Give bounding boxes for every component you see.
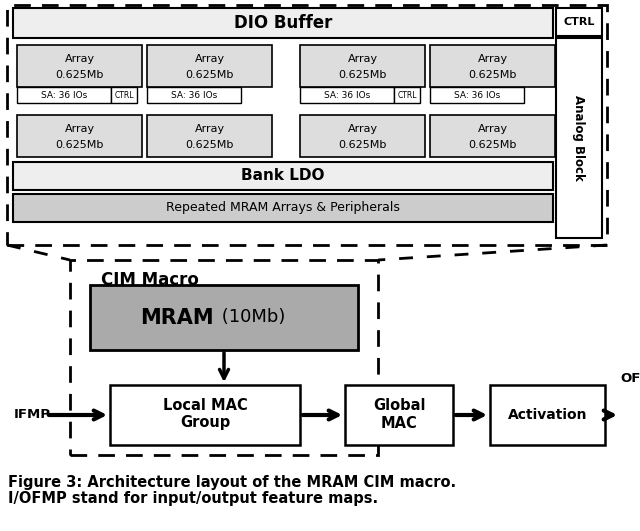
Text: Analog Block: Analog Block xyxy=(573,95,586,181)
Text: MAC: MAC xyxy=(381,415,417,431)
Bar xyxy=(430,45,555,87)
Text: Array: Array xyxy=(195,54,225,64)
Bar xyxy=(13,162,553,190)
Bar xyxy=(147,45,272,87)
Text: OFMP: OFMP xyxy=(620,372,640,384)
Text: (10Mb): (10Mb) xyxy=(216,309,285,327)
Text: 0.625Mb: 0.625Mb xyxy=(468,70,516,80)
Text: SA: 36 IOs: SA: 36 IOs xyxy=(41,90,87,99)
Text: Array: Array xyxy=(348,54,378,64)
Text: 0.625Mb: 0.625Mb xyxy=(339,140,387,150)
Bar xyxy=(17,115,142,157)
Text: SA: 36 IOs: SA: 36 IOs xyxy=(324,90,370,99)
Text: I/OFMP stand for input/output feature maps.: I/OFMP stand for input/output feature ma… xyxy=(8,491,378,506)
Text: 0.625Mb: 0.625Mb xyxy=(468,140,516,150)
Bar xyxy=(70,260,378,455)
Text: 0.625Mb: 0.625Mb xyxy=(339,70,387,80)
Bar xyxy=(345,385,453,445)
Text: Figure 3: Architecture layout of the MRAM CIM macro.: Figure 3: Architecture layout of the MRA… xyxy=(8,475,456,490)
Text: 0.625Mb: 0.625Mb xyxy=(55,70,104,80)
Text: SA: 36 IOs: SA: 36 IOs xyxy=(171,90,217,99)
Text: IFMP: IFMP xyxy=(14,408,51,422)
Bar xyxy=(394,87,420,103)
Text: MRAM: MRAM xyxy=(140,307,214,328)
Bar xyxy=(111,87,137,103)
Text: DIO Buffer: DIO Buffer xyxy=(234,14,332,32)
Text: SA: 36 IOs: SA: 36 IOs xyxy=(454,90,500,99)
Bar xyxy=(430,115,555,157)
Bar xyxy=(300,115,425,157)
Text: Array: Array xyxy=(348,124,378,134)
Bar xyxy=(430,87,524,103)
Text: Repeated MRAM Arrays & Peripherals: Repeated MRAM Arrays & Peripherals xyxy=(166,201,400,215)
Text: Array: Array xyxy=(65,124,95,134)
Text: CTRL: CTRL xyxy=(397,90,417,99)
Bar xyxy=(13,194,553,222)
Text: Bank LDO: Bank LDO xyxy=(241,168,324,184)
Text: Group: Group xyxy=(180,415,230,431)
Bar xyxy=(490,385,605,445)
Bar xyxy=(17,87,111,103)
Bar xyxy=(17,45,142,87)
Bar xyxy=(147,115,272,157)
Text: Array: Array xyxy=(65,54,95,64)
Text: Activation: Activation xyxy=(508,408,588,422)
Text: Global: Global xyxy=(372,398,425,413)
Text: Array: Array xyxy=(477,54,508,64)
Bar xyxy=(300,45,425,87)
Text: 0.625Mb: 0.625Mb xyxy=(186,70,234,80)
Bar xyxy=(556,38,602,238)
Bar xyxy=(300,87,394,103)
Bar xyxy=(7,5,607,245)
Text: Array: Array xyxy=(195,124,225,134)
Bar xyxy=(110,385,300,445)
Text: Local MAC: Local MAC xyxy=(163,398,248,413)
Bar xyxy=(147,87,241,103)
Text: 0.625Mb: 0.625Mb xyxy=(186,140,234,150)
Text: CTRL: CTRL xyxy=(115,90,134,99)
Bar xyxy=(90,285,358,350)
Bar xyxy=(13,8,553,38)
Text: CTRL: CTRL xyxy=(563,17,595,27)
Text: 0.625Mb: 0.625Mb xyxy=(55,140,104,150)
Text: CIM Macro: CIM Macro xyxy=(101,271,199,289)
Text: Array: Array xyxy=(477,124,508,134)
Bar xyxy=(556,8,602,36)
